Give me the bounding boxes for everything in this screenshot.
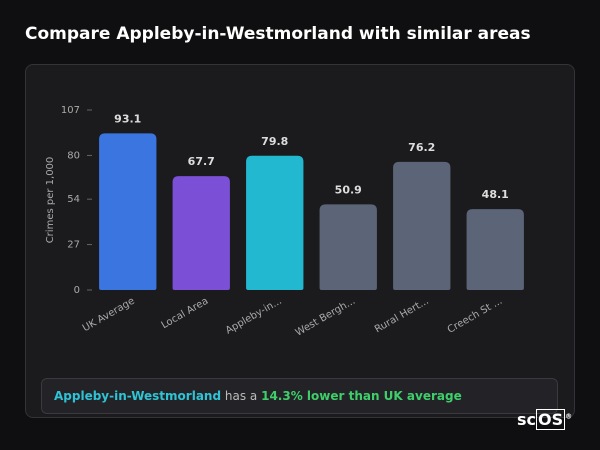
value-label: 50.9 [335,183,362,196]
logo-boxed: OS [536,409,566,430]
value-label: 67.7 [188,155,215,168]
logo: sc OS ® [517,409,573,430]
summary: Appleby-in-Westmorland has a 14.3% lower… [41,378,558,414]
page-title: Compare Appleby-in-Westmorland with simi… [25,24,531,44]
x-tick-label: Creech St ... [446,296,504,336]
value-label: 48.1 [482,188,509,201]
bar [393,161,451,290]
x-tick-label: West Bergh... [294,296,357,339]
y-tick-label: 27 [67,240,80,251]
bar [99,133,157,290]
summary-comparison: 14.3% lower than UK average [261,389,462,403]
bar [319,204,377,290]
bar [246,155,304,290]
y-tick-label: 107 [61,105,80,116]
summary-connector: has a [224,389,258,403]
y-tick-label: 54 [67,194,80,205]
logo-mark: ® [565,412,573,421]
logo-prefix: sc [517,410,537,429]
y-tick-label: 80 [67,150,80,161]
bar [172,176,230,290]
x-tick-label: UK Average [81,296,137,335]
x-tick-label: Appleby-in... [224,296,284,337]
bar [466,209,524,290]
y-tick-label: 0 [74,285,80,296]
value-label: 76.2 [408,141,435,154]
value-label: 93.1 [114,112,141,125]
y-axis-label: Crimes per 1,000 [45,157,56,244]
x-tick-label: Rural Hert... [373,296,431,336]
x-tick-label: Local Area [160,296,211,332]
summary-place: Appleby-in-Westmorland [54,389,222,403]
value-label: 79.8 [261,135,288,148]
